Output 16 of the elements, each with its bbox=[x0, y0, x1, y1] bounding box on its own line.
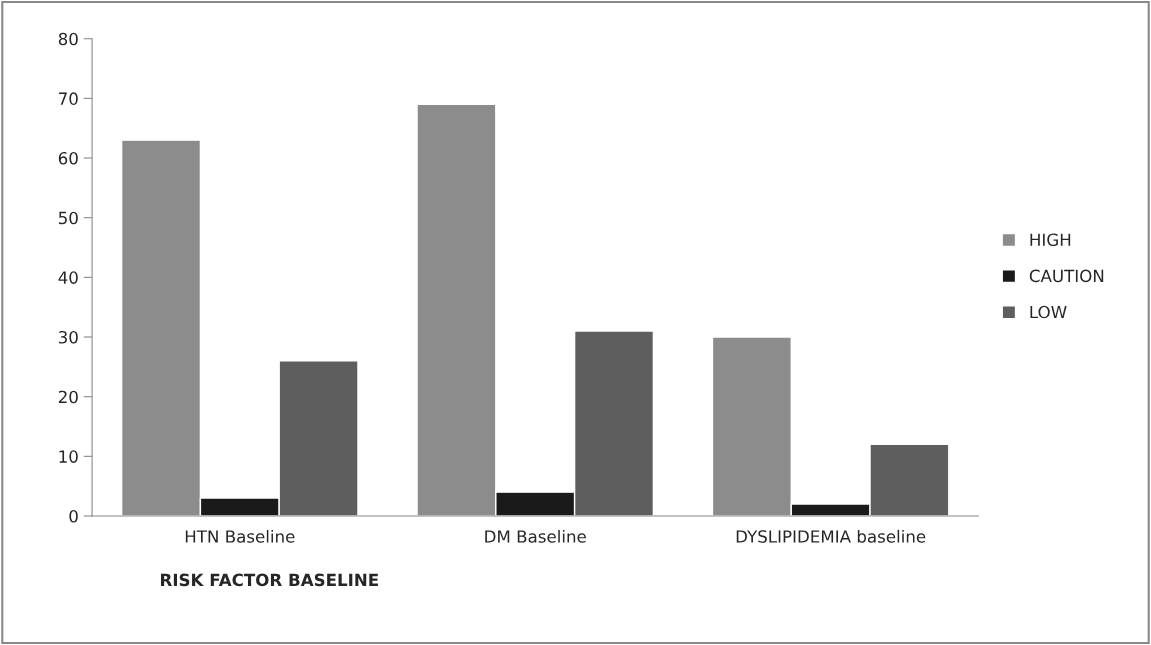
y-tick-label: 30 bbox=[58, 330, 78, 344]
y-tick-label: 0 bbox=[69, 509, 78, 523]
y-tick-label: 40 bbox=[58, 271, 78, 284]
y-tick-label: 10 bbox=[59, 450, 78, 463]
legend-label: CAUTION bbox=[1029, 269, 1104, 283]
y-tick-label: 20 bbox=[58, 390, 78, 404]
x-tick-label: DYSLIPIDEMIA baseline bbox=[736, 529, 926, 543]
y-tick-label: 80 bbox=[58, 32, 78, 46]
y-tick-label: 70 bbox=[59, 92, 78, 105]
y-tick-label: 60 bbox=[58, 151, 78, 165]
x-tick-label: HTN Baseline bbox=[185, 529, 295, 543]
x-tick-label: DM Baseline bbox=[485, 529, 586, 543]
x-axis-title: RISK FACTOR BASELINE bbox=[161, 573, 378, 587]
legend-label: LOW bbox=[1030, 305, 1067, 319]
y-tick-label: 50 bbox=[58, 211, 78, 225]
legend-label: HIGH bbox=[1030, 233, 1071, 247]
